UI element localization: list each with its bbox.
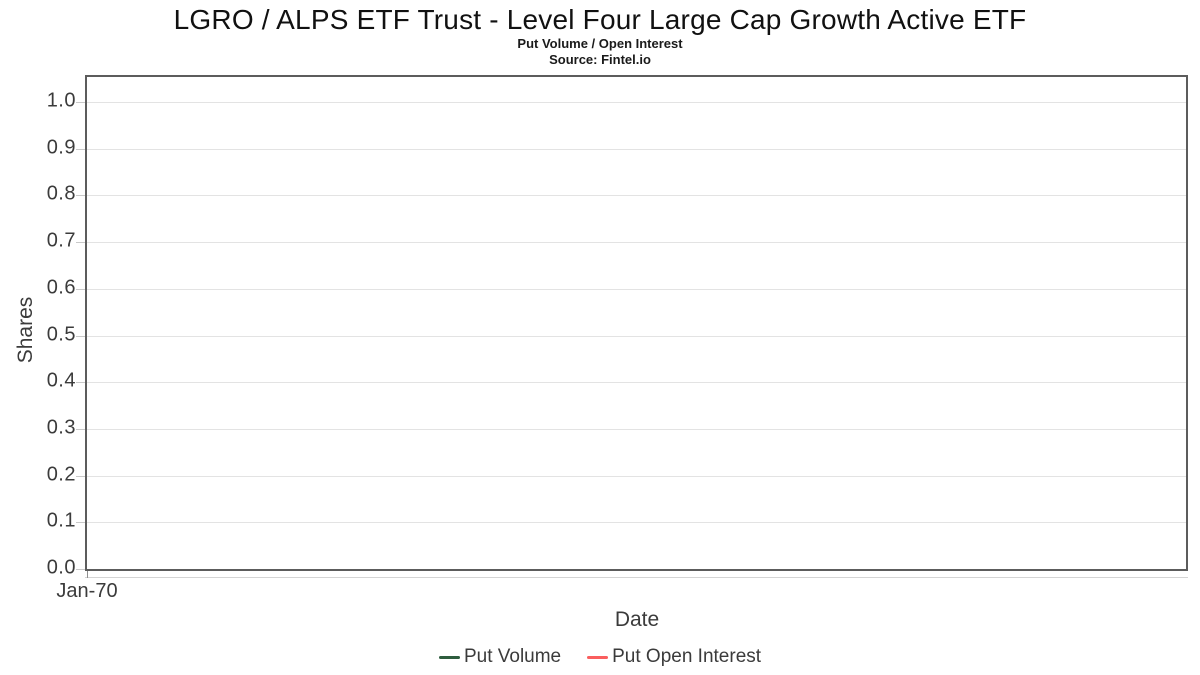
y-tick-label: 0.0 bbox=[46, 556, 76, 579]
x-tick-mark bbox=[87, 571, 88, 578]
y-tick-label: 1.0 bbox=[46, 89, 76, 112]
plot-area bbox=[85, 75, 1188, 571]
legend-line-swatch bbox=[587, 655, 609, 659]
y-gridline bbox=[87, 148, 1186, 150]
y-tick-label: 0.7 bbox=[46, 229, 76, 252]
y-tick-mark bbox=[76, 428, 85, 430]
chart-title: LGRO / ALPS ETF Trust - Level Four Large… bbox=[173, 4, 1027, 35]
y-tick-label: 0.6 bbox=[46, 276, 76, 299]
legend-label: Put Open Interest bbox=[612, 646, 762, 667]
x-axis-line bbox=[85, 577, 1188, 578]
y-tick-label: 0.9 bbox=[46, 136, 76, 159]
y-gridline bbox=[87, 242, 1186, 244]
y-gridline bbox=[87, 382, 1186, 384]
x-axis-title: Date bbox=[614, 608, 660, 631]
legend-label: Put Volume bbox=[463, 646, 562, 667]
x-tick-label: Jan-70 bbox=[56, 580, 118, 602]
y-tick-mark bbox=[76, 475, 85, 477]
y-gridline bbox=[87, 335, 1186, 337]
y-tick-label: 0.1 bbox=[46, 509, 76, 532]
legend-line-swatch bbox=[438, 655, 460, 659]
y-tick-mark bbox=[76, 102, 85, 103]
y-tick-label: 0.8 bbox=[46, 182, 76, 205]
chart-subtitle: Put Volume / Open Interest bbox=[517, 36, 683, 51]
y-gridline bbox=[87, 195, 1186, 197]
y-tick-mark bbox=[76, 148, 85, 150]
y-gridline bbox=[87, 102, 1186, 103]
y-tick-label: 0.3 bbox=[46, 416, 76, 439]
y-tick-mark bbox=[76, 335, 85, 337]
legend-item-put-open-interest[interactable]: Put Open Interest bbox=[587, 646, 761, 668]
y-tick-mark bbox=[76, 569, 85, 570]
y-tick-label: 0.5 bbox=[46, 323, 76, 346]
y-tick-mark bbox=[76, 195, 85, 197]
y-tick-label: 0.2 bbox=[46, 463, 76, 486]
y-tick-mark bbox=[76, 382, 85, 384]
y-gridline bbox=[87, 428, 1186, 430]
y-tick-mark bbox=[76, 522, 85, 524]
legend-item-put-volume[interactable]: Put Volume bbox=[438, 646, 562, 668]
y-gridline bbox=[87, 522, 1186, 524]
y-tick-label: 0.4 bbox=[46, 369, 76, 392]
legend: Put Volume Put Open Interest bbox=[0, 646, 1200, 668]
y-gridline bbox=[87, 288, 1186, 290]
y-tick-mark bbox=[76, 242, 85, 244]
chart-source: Source: Fintel.io bbox=[549, 52, 651, 67]
y-gridline bbox=[87, 475, 1186, 477]
y-tick-mark bbox=[76, 288, 85, 290]
